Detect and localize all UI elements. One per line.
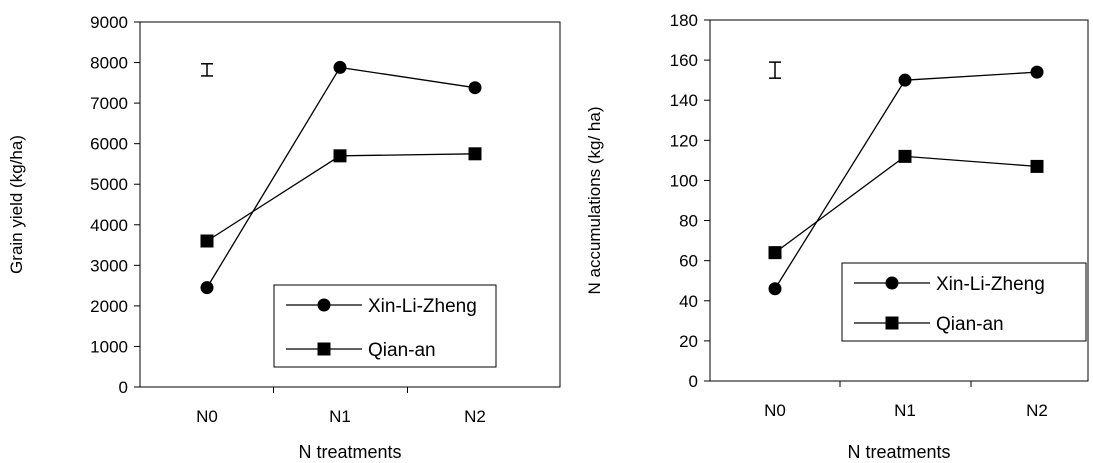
data-point [468, 81, 482, 95]
series-2 [768, 149, 1044, 260]
legend-marker [317, 342, 331, 356]
legend-label: Qian-an [368, 340, 436, 361]
legend: Xin-Li-Zheng Qian-an [273, 284, 497, 368]
series-line [206, 66, 476, 288]
y-tick-label: 140 [670, 91, 698, 110]
y-axis-label: N accumulations (kg/ ha) [585, 106, 604, 294]
data-point [898, 73, 912, 87]
series-1 [200, 60, 482, 295]
chart-1: 0 1000 2000 3000 4000 5000 6000 7000 8000 9000 N0 N… [7, 13, 561, 462]
data-point [768, 246, 782, 260]
series-line [774, 155, 1038, 254]
x-tick-label: N2 [464, 407, 486, 426]
y-tick-label: 100 [670, 171, 698, 190]
data-point [1030, 159, 1044, 173]
legend: Xin-Li-Zheng Qian-an [841, 262, 1087, 342]
y-tick-label: 180 [670, 11, 698, 30]
series-2 [200, 147, 482, 248]
legend-marker [885, 276, 899, 290]
error-bar [201, 63, 213, 77]
data-point [200, 281, 214, 295]
legend-marker [317, 298, 331, 312]
data-point [898, 149, 912, 163]
y-tick-label: 7000 [90, 94, 128, 113]
legend-label: Qian-an [936, 314, 1004, 335]
series-1 [768, 65, 1044, 296]
y-tick-label: 60 [679, 252, 698, 271]
y-tick-label: 80 [679, 212, 698, 231]
plot-frame [709, 19, 1089, 382]
y-tick-label: 9000 [90, 13, 128, 32]
legend-box [273, 284, 497, 368]
y-tick-label: 20 [679, 332, 698, 351]
data-point [200, 234, 214, 248]
series-line [206, 153, 476, 242]
chart-2: 0 20 40 60 80 100 120 140 160 180 N0 N1 N2 N treatmen… [585, 11, 1089, 462]
x-tick-label: N1 [894, 401, 916, 420]
data-point [468, 147, 482, 161]
y-tick-label: 8000 [90, 54, 128, 73]
data-point [1030, 65, 1044, 79]
series-line [774, 71, 1038, 290]
data-point [333, 149, 347, 163]
x-tick-label: N0 [196, 407, 218, 426]
y-tick-label: 40 [679, 292, 698, 311]
y-tick-label: 120 [670, 131, 698, 150]
plot-frame [139, 21, 561, 388]
x-axis-label: N treatments [298, 442, 401, 462]
error-bar [769, 61, 781, 79]
y-axis-label: Grain yield (kg/ha) [7, 135, 26, 274]
legend-marker [885, 316, 899, 330]
x-axis-label: N treatments [847, 442, 950, 462]
y-tick-label: 6000 [90, 135, 128, 154]
y-tick-label: 160 [670, 51, 698, 70]
x-tick-label: N2 [1026, 401, 1048, 420]
y-tick-label: 1000 [90, 337, 128, 356]
x-tick-label: N0 [764, 401, 786, 420]
y-tick-label: 0 [119, 378, 128, 397]
x-tick-label: N1 [329, 407, 351, 426]
y-tick-label: 2000 [90, 297, 128, 316]
legend-box [841, 262, 1087, 342]
y-tick-label: 3000 [90, 256, 128, 275]
legend-label: Xin-Li-Zheng [936, 274, 1045, 295]
legend-label: Xin-Li-Zheng [368, 296, 477, 317]
y-tick-label: 5000 [90, 175, 128, 194]
data-point [768, 282, 782, 296]
y-tick-label: 0 [689, 372, 698, 391]
y-tick-label: 4000 [90, 216, 128, 235]
data-point [333, 60, 347, 74]
